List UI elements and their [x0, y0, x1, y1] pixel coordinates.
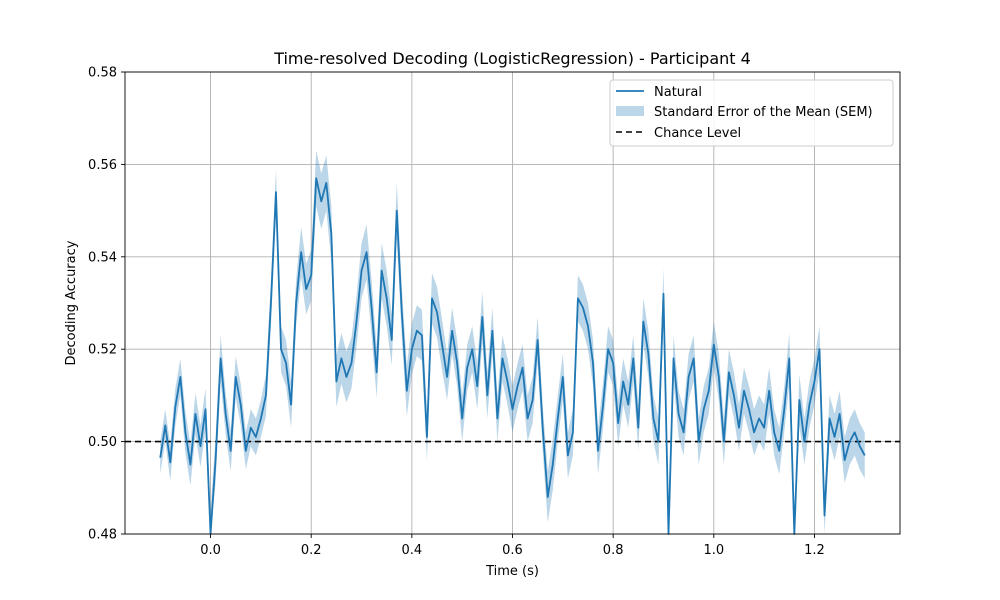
x-axis-ticks: 0.0 0.2 0.4 0.6 0.8 1.0 1.2 [200, 534, 825, 558]
legend-band-swatch [616, 106, 644, 116]
y-tick-label: 0.50 [88, 435, 117, 450]
x-axis-label: Time (s) [485, 564, 539, 579]
y-tick-label: 0.48 [88, 528, 117, 543]
x-tick-label: 1.0 [703, 543, 724, 558]
y-tick-label: 0.54 [88, 250, 117, 265]
legend-box [609, 79, 894, 147]
y-axis-ticks: 0.48 0.50 0.52 0.54 0.56 0.58 [88, 66, 125, 543]
legend-label-chance: Chance Level [654, 126, 741, 141]
legend-label-sem: Standard Error of the Mean (SEM) [654, 105, 873, 120]
series-line-natural [159, 177, 866, 535]
x-tick-label: 0.8 [603, 543, 624, 558]
chart-title: Time-resolved Decoding (LogisticRegressi… [273, 49, 751, 68]
x-tick-label: 0.4 [402, 543, 423, 558]
x-tick-label: 1.2 [804, 543, 825, 558]
x-tick-label: 0.0 [200, 543, 221, 558]
legend-label-natural: Natural [654, 85, 702, 100]
x-tick-label: 0.2 [301, 543, 322, 558]
y-axis-label: Decoding Accuracy [64, 240, 79, 365]
y-tick-label: 0.56 [88, 158, 117, 173]
x-tick-label: 0.6 [502, 543, 523, 558]
y-tick-label: 0.52 [88, 343, 117, 358]
legend: Natural Standard Error of the Mean (SEM)… [609, 79, 894, 147]
y-tick-label: 0.58 [88, 66, 117, 81]
